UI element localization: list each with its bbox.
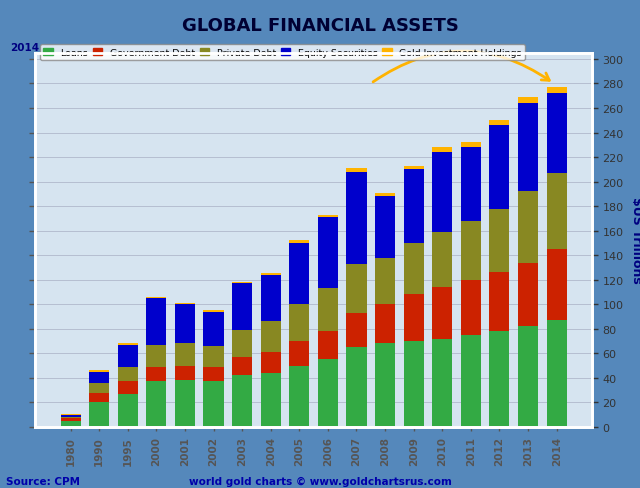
Bar bbox=[404, 166, 424, 170]
Bar bbox=[461, 222, 481, 280]
Bar bbox=[89, 372, 109, 383]
Bar bbox=[375, 197, 395, 258]
Bar bbox=[461, 143, 481, 148]
Text: GLOBAL FINANCIAL ASSETS: GLOBAL FINANCIAL ASSETS bbox=[182, 17, 458, 35]
Bar bbox=[118, 394, 138, 427]
Bar bbox=[404, 295, 424, 341]
Bar bbox=[232, 282, 252, 284]
Bar bbox=[432, 339, 452, 427]
Bar bbox=[260, 352, 281, 373]
Bar bbox=[89, 393, 109, 403]
Bar bbox=[204, 382, 223, 427]
Bar bbox=[518, 192, 538, 263]
Legend: Loans, Government Debt, Private Debt, Equity Securities, Gold Investment Holding: Loans, Government Debt, Private Debt, Eq… bbox=[40, 45, 525, 61]
Bar bbox=[204, 312, 223, 346]
Bar bbox=[547, 94, 566, 174]
Bar bbox=[289, 244, 309, 305]
Bar bbox=[289, 241, 309, 244]
Bar bbox=[461, 280, 481, 335]
Bar bbox=[547, 249, 566, 321]
Bar bbox=[175, 381, 195, 427]
Bar bbox=[404, 244, 424, 295]
Bar bbox=[260, 273, 281, 275]
Y-axis label: $US Trillions: $US Trillions bbox=[630, 197, 640, 284]
Bar bbox=[490, 331, 509, 427]
Bar bbox=[232, 357, 252, 376]
Bar bbox=[518, 326, 538, 427]
Bar bbox=[232, 284, 252, 330]
Bar bbox=[346, 172, 367, 264]
Bar bbox=[204, 346, 223, 367]
Bar bbox=[147, 297, 166, 299]
Bar bbox=[461, 335, 481, 427]
Bar bbox=[490, 209, 509, 273]
Bar bbox=[260, 275, 281, 322]
Bar bbox=[204, 367, 223, 382]
Bar bbox=[175, 305, 195, 344]
Bar bbox=[490, 126, 509, 209]
Bar bbox=[232, 376, 252, 427]
Bar bbox=[404, 170, 424, 244]
Bar bbox=[260, 373, 281, 427]
Bar bbox=[432, 232, 452, 287]
Bar bbox=[175, 366, 195, 381]
Bar bbox=[147, 299, 166, 345]
Bar bbox=[404, 341, 424, 427]
Bar bbox=[432, 287, 452, 339]
Text: Source: CPM: Source: CPM bbox=[6, 476, 81, 486]
Bar bbox=[61, 418, 81, 421]
Bar bbox=[318, 289, 338, 331]
Bar bbox=[490, 273, 509, 331]
Bar bbox=[118, 344, 138, 345]
Bar bbox=[547, 88, 566, 94]
Bar bbox=[432, 148, 452, 153]
Bar bbox=[375, 194, 395, 197]
Bar bbox=[346, 347, 367, 427]
Bar bbox=[518, 104, 538, 192]
Bar bbox=[318, 218, 338, 289]
Bar bbox=[147, 367, 166, 382]
Bar bbox=[118, 345, 138, 367]
Bar bbox=[175, 344, 195, 366]
Bar bbox=[375, 344, 395, 427]
Bar bbox=[346, 169, 367, 172]
Bar bbox=[204, 311, 223, 312]
Bar bbox=[289, 341, 309, 366]
Bar bbox=[89, 383, 109, 393]
Bar bbox=[61, 414, 81, 415]
Bar bbox=[346, 264, 367, 313]
Bar bbox=[260, 322, 281, 352]
Bar bbox=[318, 360, 338, 427]
Bar bbox=[61, 415, 81, 417]
Bar bbox=[346, 313, 367, 347]
Bar bbox=[175, 304, 195, 305]
Bar bbox=[118, 367, 138, 382]
Bar bbox=[118, 382, 138, 394]
Bar bbox=[318, 331, 338, 360]
Bar bbox=[518, 263, 538, 326]
Bar bbox=[375, 305, 395, 344]
Bar bbox=[547, 321, 566, 427]
Bar bbox=[147, 345, 166, 367]
Bar bbox=[89, 371, 109, 372]
Bar bbox=[490, 121, 509, 126]
Bar bbox=[89, 403, 109, 427]
Bar bbox=[289, 366, 309, 427]
Bar bbox=[432, 153, 452, 232]
Bar bbox=[289, 305, 309, 341]
Bar bbox=[375, 258, 395, 305]
Text: world gold charts © www.goldchartsrus.com: world gold charts © www.goldchartsrus.co… bbox=[189, 475, 451, 486]
Bar bbox=[147, 382, 166, 427]
Bar bbox=[547, 174, 566, 249]
Bar bbox=[232, 330, 252, 357]
Bar bbox=[461, 148, 481, 222]
Bar bbox=[318, 215, 338, 218]
Bar bbox=[61, 421, 81, 427]
Bar bbox=[518, 98, 538, 104]
Text: 2014: 2014 bbox=[10, 43, 39, 53]
Bar bbox=[61, 417, 81, 418]
